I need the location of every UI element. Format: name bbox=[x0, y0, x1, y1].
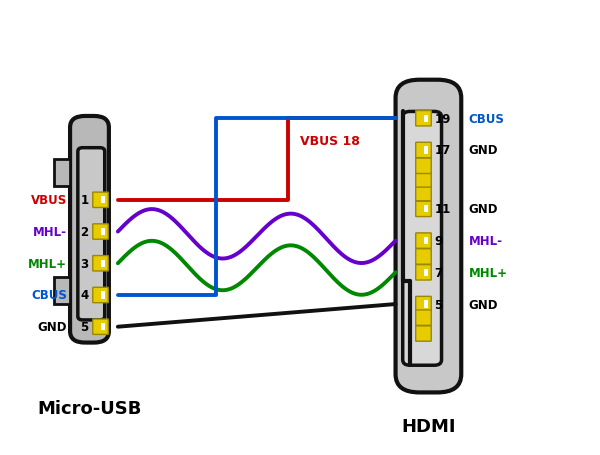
Text: 17: 17 bbox=[434, 144, 451, 157]
Text: MHL-: MHL- bbox=[33, 226, 67, 238]
FancyBboxPatch shape bbox=[416, 326, 431, 341]
Text: 19: 19 bbox=[434, 112, 451, 126]
Bar bbox=[101, 228, 105, 236]
FancyBboxPatch shape bbox=[395, 81, 461, 393]
Text: HDMI: HDMI bbox=[401, 418, 455, 435]
FancyBboxPatch shape bbox=[416, 143, 431, 158]
FancyBboxPatch shape bbox=[93, 224, 108, 240]
Text: VBUS: VBUS bbox=[31, 194, 67, 207]
Text: 2: 2 bbox=[80, 226, 88, 238]
Bar bbox=[54, 277, 70, 304]
Bar bbox=[424, 238, 428, 245]
Text: 5: 5 bbox=[80, 320, 88, 334]
Text: GND: GND bbox=[469, 144, 498, 157]
FancyBboxPatch shape bbox=[70, 116, 109, 343]
FancyBboxPatch shape bbox=[403, 112, 442, 365]
Text: 9: 9 bbox=[434, 235, 442, 248]
FancyBboxPatch shape bbox=[416, 172, 431, 188]
Text: MHL+: MHL+ bbox=[28, 257, 67, 270]
Text: GND: GND bbox=[38, 320, 67, 334]
FancyBboxPatch shape bbox=[416, 297, 431, 312]
FancyBboxPatch shape bbox=[416, 265, 431, 280]
Bar bbox=[101, 292, 105, 299]
Text: 7: 7 bbox=[434, 266, 442, 279]
FancyBboxPatch shape bbox=[416, 202, 431, 217]
FancyBboxPatch shape bbox=[416, 233, 431, 249]
Bar bbox=[54, 160, 70, 187]
FancyBboxPatch shape bbox=[416, 111, 431, 126]
Bar bbox=[101, 197, 105, 204]
Text: 4: 4 bbox=[80, 289, 88, 302]
Bar bbox=[101, 260, 105, 267]
Text: Micro-USB: Micro-USB bbox=[37, 399, 142, 417]
Text: VBUS 18: VBUS 18 bbox=[300, 135, 360, 148]
FancyBboxPatch shape bbox=[93, 319, 108, 335]
FancyBboxPatch shape bbox=[416, 159, 431, 174]
Text: 1: 1 bbox=[80, 194, 88, 207]
FancyBboxPatch shape bbox=[416, 186, 431, 201]
Text: MHL+: MHL+ bbox=[469, 266, 508, 279]
Text: GND: GND bbox=[469, 298, 498, 311]
FancyBboxPatch shape bbox=[416, 249, 431, 265]
Bar bbox=[424, 116, 428, 122]
Bar bbox=[424, 147, 428, 154]
Text: CBUS: CBUS bbox=[31, 289, 67, 302]
Text: 5: 5 bbox=[434, 298, 442, 311]
FancyBboxPatch shape bbox=[78, 148, 105, 320]
Bar bbox=[101, 324, 105, 331]
Text: MHL-: MHL- bbox=[469, 235, 502, 248]
Bar bbox=[424, 269, 428, 276]
Bar bbox=[424, 301, 428, 308]
Text: CBUS: CBUS bbox=[469, 112, 504, 126]
Text: 3: 3 bbox=[80, 257, 88, 270]
Bar bbox=[424, 206, 428, 213]
FancyBboxPatch shape bbox=[416, 310, 431, 326]
FancyBboxPatch shape bbox=[93, 192, 108, 208]
Text: GND: GND bbox=[469, 203, 498, 216]
FancyBboxPatch shape bbox=[93, 288, 108, 303]
Text: 11: 11 bbox=[434, 203, 451, 216]
FancyBboxPatch shape bbox=[93, 256, 108, 271]
